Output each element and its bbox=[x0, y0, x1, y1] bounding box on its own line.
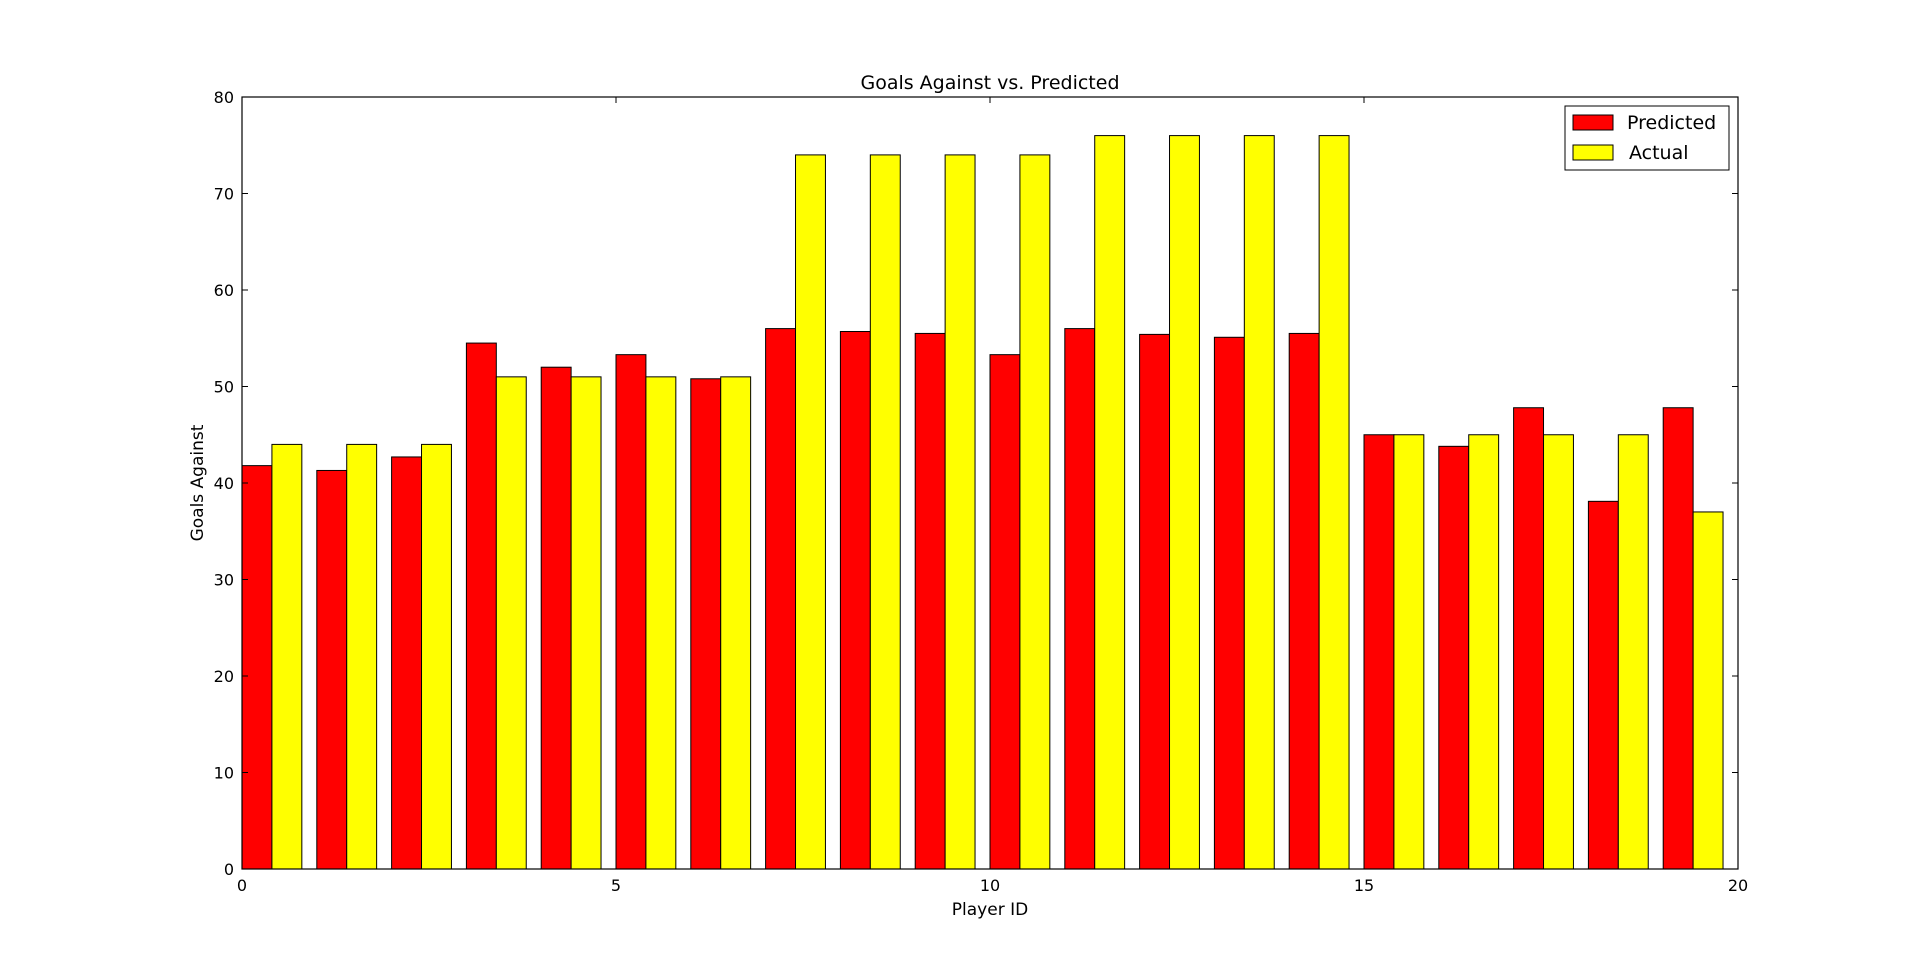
bar-predicted-10 bbox=[989, 354, 1021, 870]
bar-predicted-12 bbox=[1139, 333, 1171, 870]
x-tick-label-10: 10 bbox=[980, 876, 1000, 895]
x-axis-label: Player ID bbox=[952, 900, 1028, 920]
y-tick-label-10: 10 bbox=[214, 764, 234, 783]
bar-actual-5 bbox=[645, 376, 677, 870]
bar-actual-19 bbox=[1692, 511, 1724, 870]
bar-actual-3 bbox=[495, 376, 527, 870]
bar-actual-16 bbox=[1468, 434, 1500, 870]
bar-actual-4 bbox=[570, 376, 602, 870]
bar-predicted-3 bbox=[465, 342, 497, 870]
bar-predicted-5 bbox=[615, 354, 647, 870]
bar-actual-8 bbox=[869, 154, 901, 870]
bar-predicted-18 bbox=[1587, 500, 1619, 870]
y-tick-label-20: 20 bbox=[214, 667, 234, 686]
bar-predicted-8 bbox=[839, 330, 871, 870]
bar-actual-11 bbox=[1094, 135, 1126, 870]
legend-label-predicted: Predicted bbox=[1627, 112, 1716, 134]
bar-predicted-16 bbox=[1438, 445, 1470, 870]
bar-actual-13 bbox=[1243, 135, 1275, 870]
x-tick-label-0: 0 bbox=[237, 876, 247, 895]
legend-label-actual: Actual bbox=[1629, 142, 1689, 164]
bar-predicted-2 bbox=[391, 456, 423, 870]
bar-predicted-0 bbox=[241, 465, 273, 870]
bar-predicted-9 bbox=[914, 332, 946, 870]
legend-swatch-predicted bbox=[1572, 114, 1614, 131]
bar-actual-17 bbox=[1543, 434, 1574, 870]
y-axis-label: Goals Against bbox=[188, 424, 208, 541]
bar-predicted-17 bbox=[1513, 407, 1545, 870]
bar-predicted-11 bbox=[1064, 328, 1096, 870]
bar-actual-6 bbox=[720, 376, 752, 870]
y-tick-label-70: 70 bbox=[214, 185, 234, 204]
bar-actual-2 bbox=[421, 443, 452, 870]
bar-predicted-1 bbox=[316, 469, 348, 870]
plot-area-frame bbox=[241, 96, 1739, 870]
y-tick-label-0: 0 bbox=[224, 860, 234, 879]
legend-swatch-actual bbox=[1572, 144, 1614, 161]
y-tick-label-60: 60 bbox=[214, 281, 234, 300]
bar-actual-9 bbox=[944, 154, 976, 870]
chart-title: Goals Against vs. Predicted bbox=[860, 72, 1119, 94]
bar-actual-15 bbox=[1393, 434, 1425, 870]
bar-actual-14 bbox=[1318, 135, 1350, 870]
bar-predicted-7 bbox=[765, 328, 797, 870]
bar-actual-7 bbox=[795, 154, 826, 870]
bar-predicted-19 bbox=[1662, 407, 1694, 870]
bar-predicted-4 bbox=[540, 366, 572, 870]
bar-predicted-14 bbox=[1288, 332, 1320, 870]
y-tick-label-80: 80 bbox=[214, 88, 234, 107]
y-tick-label-30: 30 bbox=[214, 571, 234, 590]
y-tick-label-50: 50 bbox=[214, 378, 234, 397]
x-tick-label-20: 20 bbox=[1728, 876, 1748, 895]
bar-actual-12 bbox=[1169, 135, 1200, 870]
bar-predicted-13 bbox=[1213, 336, 1245, 870]
bar-actual-1 bbox=[346, 443, 378, 870]
bar-actual-0 bbox=[271, 443, 303, 870]
x-tick-label-5: 5 bbox=[611, 876, 621, 895]
bar-actual-10 bbox=[1019, 154, 1051, 870]
y-tick-label-40: 40 bbox=[214, 474, 234, 493]
x-tick-label-15: 15 bbox=[1354, 876, 1374, 895]
bar-actual-18 bbox=[1617, 434, 1649, 870]
bars-group bbox=[241, 135, 1724, 870]
legend: Predicted Actual bbox=[1564, 105, 1730, 171]
bar-predicted-15 bbox=[1363, 434, 1395, 870]
bar-predicted-6 bbox=[690, 378, 722, 870]
